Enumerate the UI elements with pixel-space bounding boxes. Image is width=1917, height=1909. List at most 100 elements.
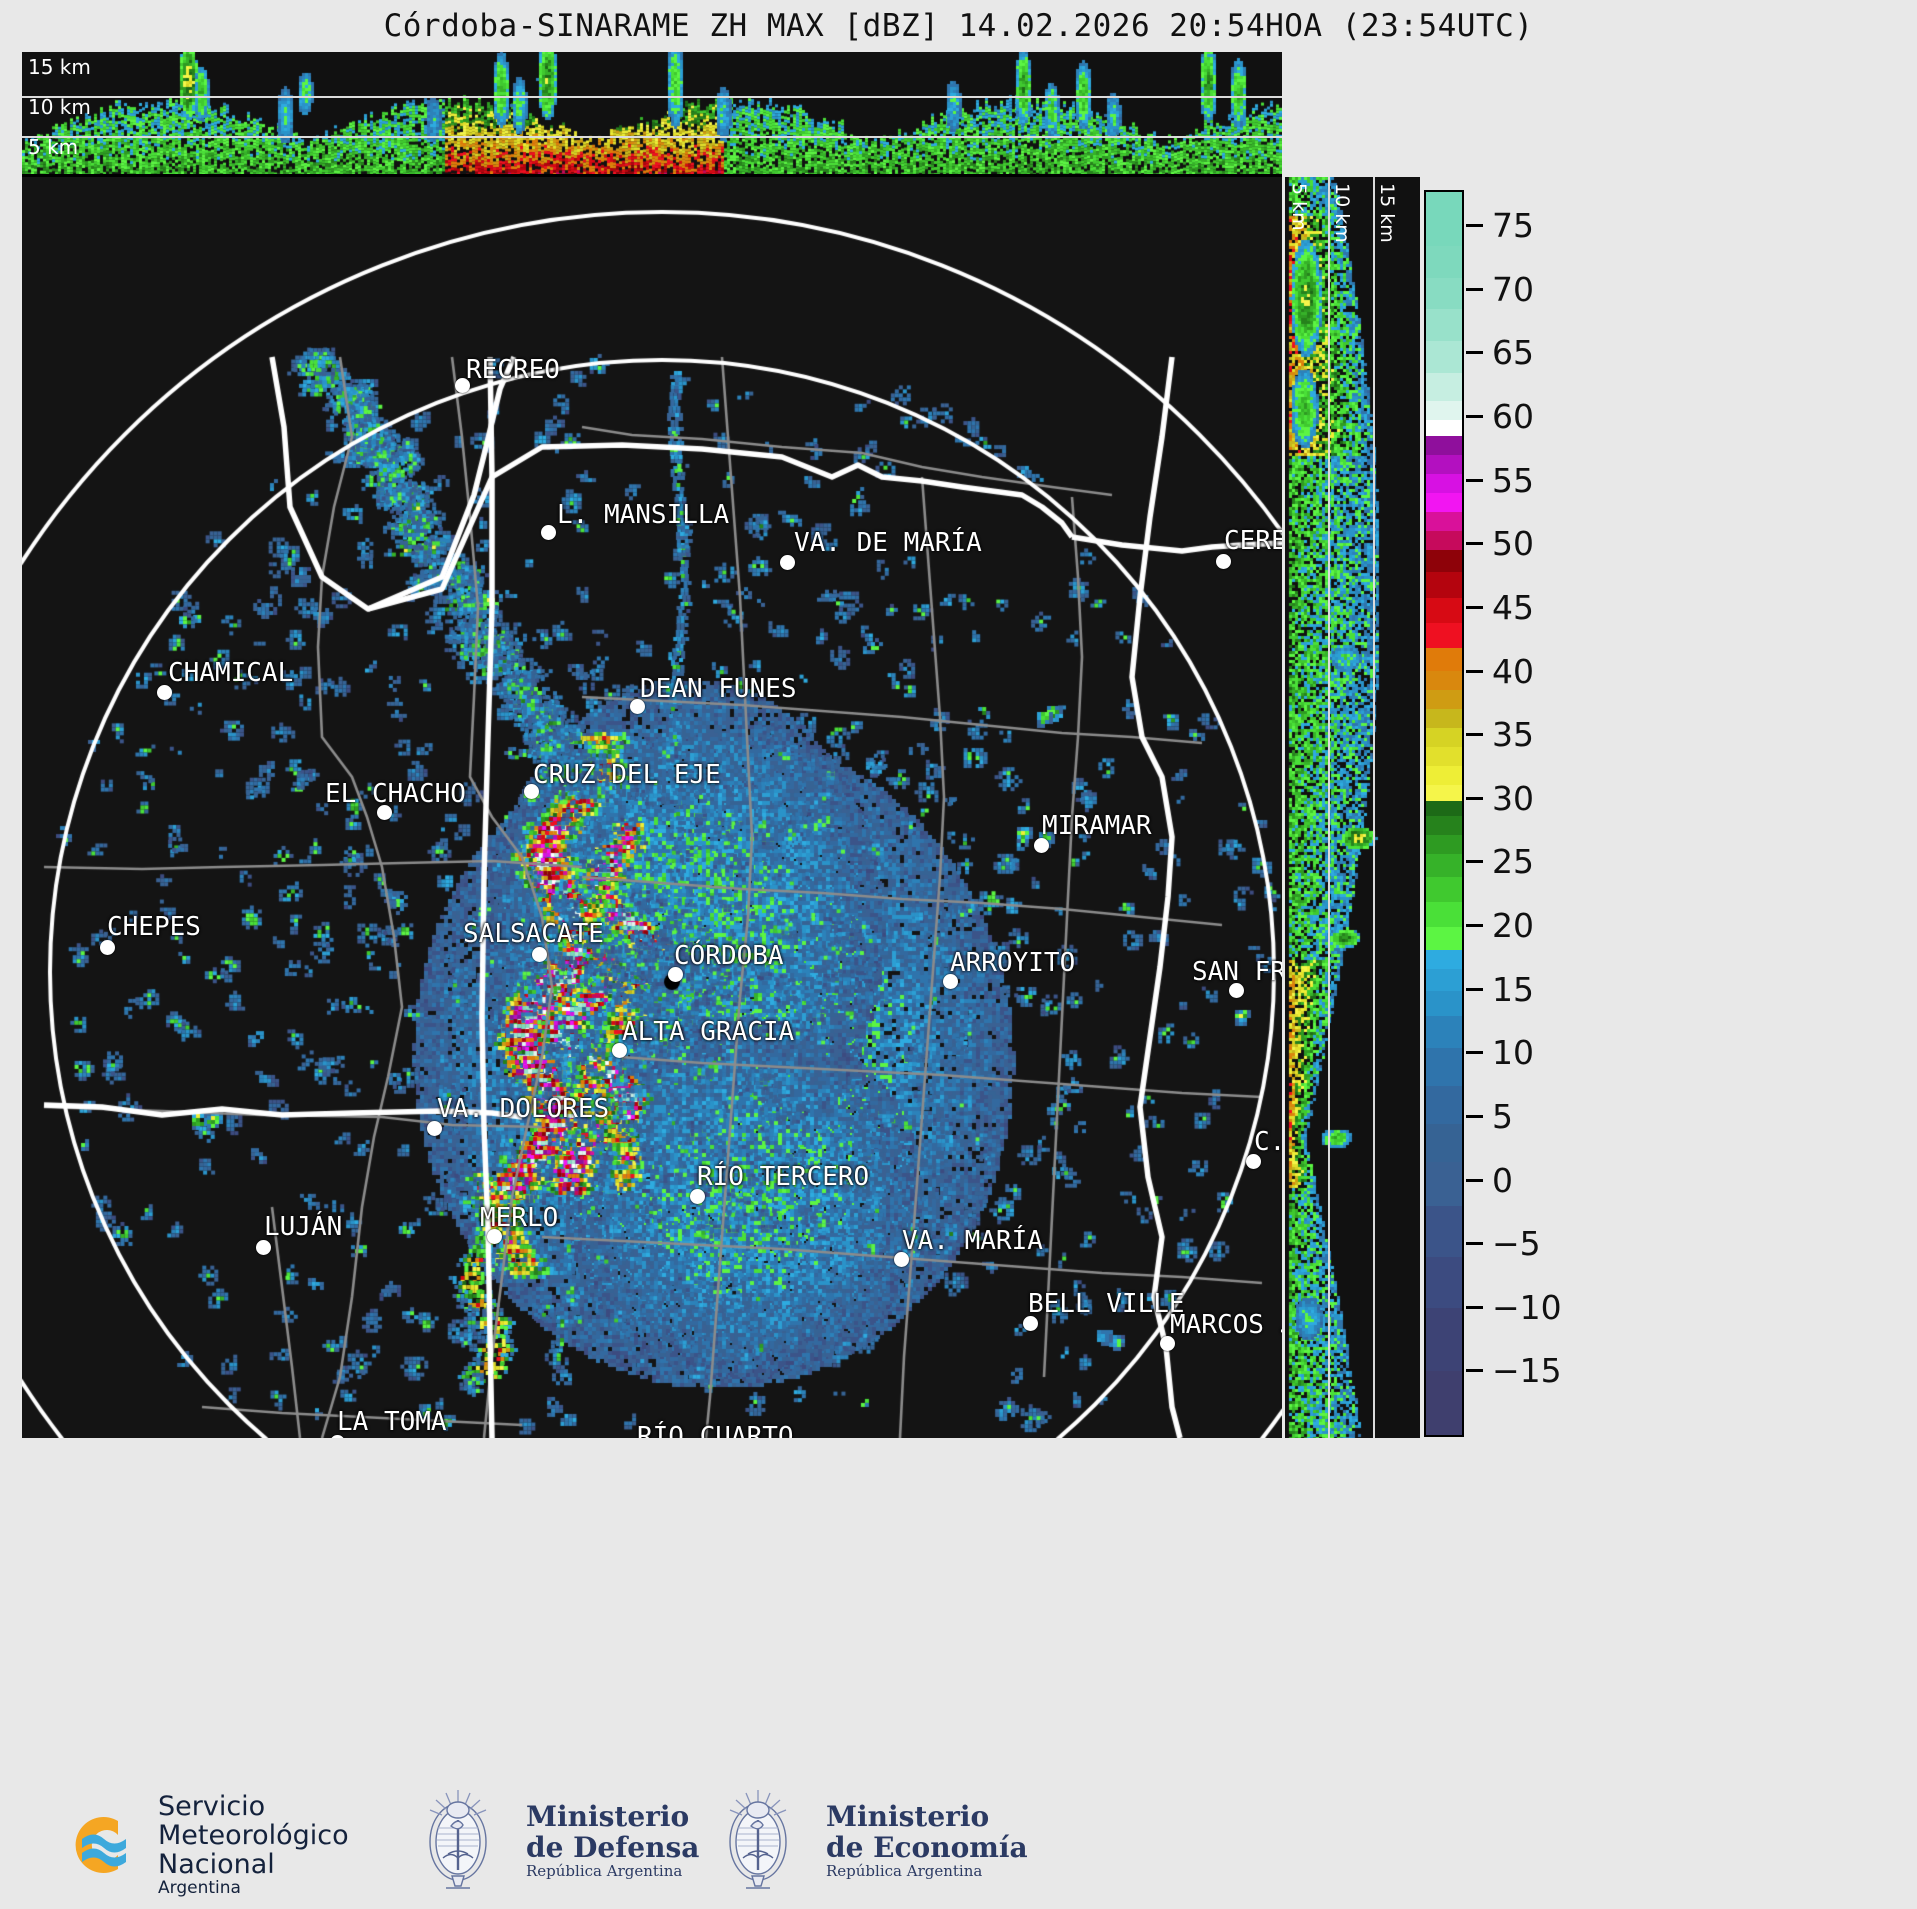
colorbar-tick: 75 xyxy=(1466,206,1534,245)
city-label: MERLO xyxy=(480,1203,559,1233)
radar-reflectivity-canvas xyxy=(22,177,1282,1438)
altitude-label-15km: 15 km xyxy=(28,55,91,79)
colorbar-segment xyxy=(1426,1371,1462,1435)
colorbar-segment xyxy=(1426,968,1462,991)
colorbar-segment xyxy=(1426,689,1462,709)
city-label: MIRAMAR xyxy=(1042,811,1152,841)
colorbar-tick: 20 xyxy=(1466,906,1534,945)
radar-map-panel[interactable]: RECREO L. MANSILLA VA. DE MARÍA CERES CHAMIC… xyxy=(22,177,1282,1438)
city-label: CÓRDOBA xyxy=(674,941,784,971)
city-label: RÍO CUARTO xyxy=(637,1422,794,1438)
colorbar-segment xyxy=(1426,708,1462,728)
argentina-shield-icon xyxy=(429,1790,487,1889)
colorbar-segment xyxy=(1426,474,1462,494)
colorbar-segment xyxy=(1426,854,1462,877)
colorbar-segment xyxy=(1426,670,1462,690)
argentina-shield-icon-2 xyxy=(729,1790,787,1889)
colorbar-segment xyxy=(1426,1047,1462,1086)
altitude-label-right-15km: 15 km xyxy=(1376,183,1398,243)
city-marker-dot xyxy=(1034,838,1049,853)
colorbar-segment xyxy=(1426,1161,1462,1207)
colorbar-segment xyxy=(1426,512,1462,532)
city-marker-dot xyxy=(1229,983,1244,998)
city-label: MARCOS JU xyxy=(1170,1310,1282,1340)
colorbar-segment xyxy=(1426,1257,1462,1308)
city-label: EL CHACHO xyxy=(325,779,466,809)
city-marker-dot xyxy=(780,555,795,570)
colorbar-segment xyxy=(1426,784,1462,801)
colorbar-segment xyxy=(1426,1307,1462,1372)
colorbar-tick: 30 xyxy=(1466,779,1534,818)
city-marker-dot xyxy=(330,1435,345,1438)
city-marker-dot xyxy=(630,699,645,714)
smn-line-2: Meteorológico xyxy=(158,1820,349,1852)
city-label: LA TOMA xyxy=(337,1407,447,1437)
defensa-sub: República Argentina xyxy=(526,1862,683,1881)
colorbar-segment xyxy=(1426,1206,1462,1258)
logo-smn: Servicio Meteorológico Nacional Argentin… xyxy=(52,1792,349,1898)
city-label: CERES xyxy=(1224,526,1282,556)
altitude-label-right-10km: 10 km xyxy=(1331,183,1353,243)
colorbar-segment xyxy=(1426,531,1462,551)
city-marker-dot xyxy=(377,805,392,820)
smn-line-3: Nacional xyxy=(158,1849,275,1881)
colorbar-segment xyxy=(1426,572,1462,598)
altitude-label-5km: 5 km xyxy=(28,135,79,159)
city-label: CRUZ DEL EJE xyxy=(533,760,721,790)
city-label: VA. MARÍA xyxy=(902,1226,1043,1256)
colorbar-tick: 0 xyxy=(1466,1161,1513,1200)
colorbar-segment xyxy=(1426,550,1462,573)
colorbar-segment xyxy=(1426,1123,1462,1162)
defensa-line-2: de Defensa xyxy=(526,1830,700,1864)
economia-sub: República Argentina xyxy=(826,1862,983,1881)
city-marker-dot xyxy=(1023,1316,1038,1331)
city-marker-dot xyxy=(256,1240,271,1255)
colorbar-tick: 25 xyxy=(1466,842,1534,881)
colorbar-segment xyxy=(1426,876,1462,902)
colorbar-tick: 45 xyxy=(1466,588,1534,627)
altitude-gridline-10km xyxy=(22,96,1282,98)
colorbar-tick: 50 xyxy=(1466,524,1534,563)
city-label: ALTA GRACIA xyxy=(622,1017,795,1047)
colorbar-tick: 60 xyxy=(1466,397,1534,436)
colorbar-segment xyxy=(1426,765,1462,785)
colorbar-segment xyxy=(1426,623,1462,649)
city-marker-dot xyxy=(943,974,958,989)
altitude-label-right-5km: 5 km xyxy=(1288,183,1310,231)
colorbar-segment xyxy=(1426,835,1462,855)
city-label: CHAMICAL xyxy=(168,658,294,688)
colorbar-segment xyxy=(1426,990,1462,1017)
colorbar-segment xyxy=(1426,436,1462,456)
city-marker-dot xyxy=(487,1229,502,1244)
colorbar-segment xyxy=(1426,372,1462,402)
footer-logos: Servicio Meteorológico Nacional Argentin… xyxy=(0,1770,1917,1909)
city-label: VA. DE MARÍA xyxy=(794,528,982,558)
smn-sub: Argentina xyxy=(158,1878,241,1899)
colorbar-tick: −10 xyxy=(1466,1288,1562,1327)
colorbar-tick: 40 xyxy=(1466,652,1534,691)
smn-logo-icon xyxy=(75,1816,126,1873)
colorbar-segment xyxy=(1426,816,1462,836)
altitude-gridline-right-10km xyxy=(1328,177,1330,1438)
city-label: CHEPES xyxy=(107,912,201,942)
colorbar-tick: 65 xyxy=(1466,333,1534,372)
city-marker-dot xyxy=(1216,554,1231,569)
colorbar-segment xyxy=(1426,949,1462,969)
colorbar-segment xyxy=(1426,493,1462,513)
right-cross-section-canvas xyxy=(1285,177,1420,1438)
colorbar-segment xyxy=(1426,277,1462,310)
colorbar-segment xyxy=(1426,1085,1462,1124)
city-label: C. P xyxy=(1254,1127,1282,1157)
colorbar-tick-labels: 75 70 65 60 55 50 45 40 35 30 25 20 15 10 5 0 −5 −10 −15 xyxy=(1466,190,1606,1437)
city-marker-dot xyxy=(427,1121,442,1136)
logo-ministerio-defensa: Ministerio de Defensa República Argentin… xyxy=(410,1784,699,1896)
city-label: RÍO TERCERO xyxy=(697,1162,870,1192)
city-marker-dot xyxy=(1246,1154,1261,1169)
colorbar-tick: 55 xyxy=(1466,461,1534,500)
city-label: SAN FRAN xyxy=(1192,957,1282,987)
city-marker-dot xyxy=(668,967,683,982)
colorbar-tick: 70 xyxy=(1466,270,1534,309)
colorbar-segment xyxy=(1426,800,1462,817)
right-cross-section-panel: 5 km 10 km 15 km xyxy=(1285,177,1420,1438)
city-label: DEAN FUNES xyxy=(640,674,797,704)
